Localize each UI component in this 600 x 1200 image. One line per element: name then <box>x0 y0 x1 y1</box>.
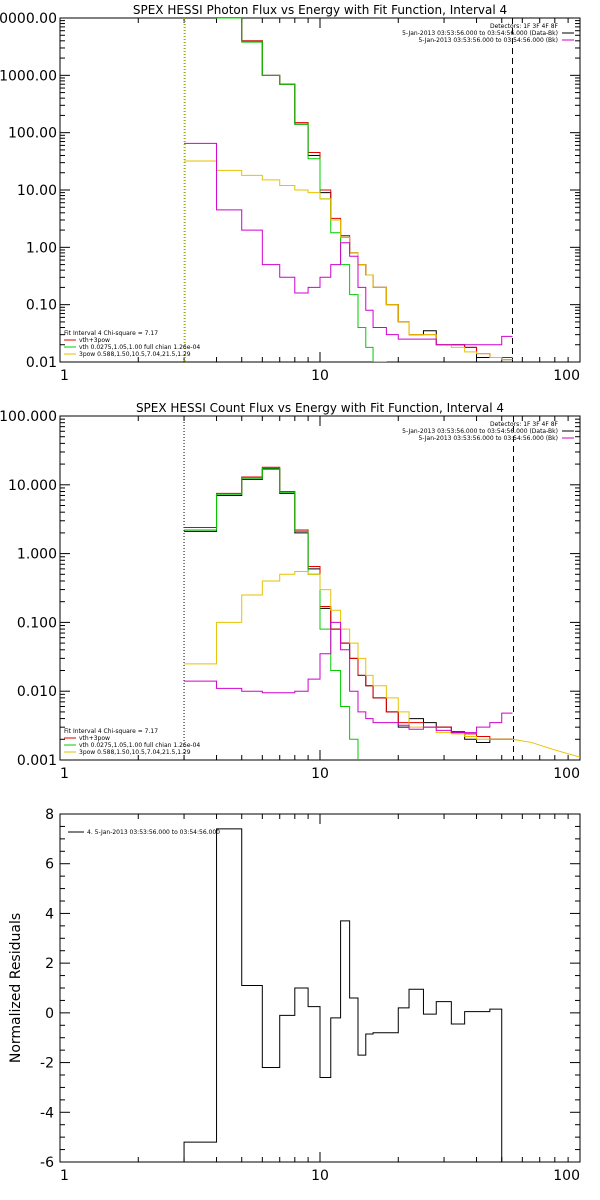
y-tick-label: -4 <box>40 1105 54 1121</box>
x-tick-label: 10 <box>311 1168 329 1184</box>
series-line-extension <box>512 738 580 758</box>
y-tick-label: 4 <box>45 906 54 922</box>
series-line <box>184 466 513 740</box>
series-line <box>183 828 503 1162</box>
y-tick-label: 0.010 <box>17 684 57 700</box>
y-tick-label: -6 <box>40 1155 54 1171</box>
legend-text: vth+3pow <box>79 735 110 742</box>
series-line <box>184 621 513 734</box>
y-tick-label: 100.00 <box>8 126 57 142</box>
x-tick-label: 1 <box>60 766 69 782</box>
residuals-panel: 1 10 100 -6 -4 -2 0 2 4 6 8 Normalized Residuals 4. … <box>8 807 581 1184</box>
chart-title: SPEX HESSI Photon Flux vs Energy with Fi… <box>133 3 507 17</box>
series-line <box>216 18 513 358</box>
legend-text: vth 0.0275,1.05,1.00 full chian 1.26e-04 <box>79 742 200 749</box>
series-line <box>184 160 513 361</box>
x-tick-label: 100 <box>553 368 580 384</box>
legend-text: 3pow 0.588,1.50,10.5,7.04,21.5,1.29 <box>79 351 191 358</box>
y-tick-label: 100.000 <box>0 409 57 425</box>
y-tick-label: 10.00 <box>17 183 57 199</box>
legend-text: vth+3pow <box>79 337 110 344</box>
y-tick-label: 2 <box>45 956 54 972</box>
y-tick-label: 10000.00 <box>0 11 57 27</box>
legend-text: 5-Jan-2013 03:53:56.000 to 03:54:56.000 … <box>402 428 558 435</box>
y-tick-label: 1.000 <box>17 547 57 563</box>
chart-title: SPEX HESSI Count Flux vs Energy with Fit… <box>136 401 504 415</box>
x-tick-label: 10 <box>311 766 329 782</box>
y-tick-label: 0.10 <box>26 298 57 314</box>
y-tick-label: 10.000 <box>8 478 57 494</box>
series-line <box>184 467 359 760</box>
x-tick-label: 10 <box>311 368 329 384</box>
series-line <box>216 18 513 361</box>
y-tick-label: 0 <box>45 1006 54 1022</box>
x-tick-label: 1 <box>60 1168 69 1184</box>
y-tick-label: 0.100 <box>17 615 57 631</box>
legend-text: Fit Interval 4 Chi-square = 7.17 <box>64 330 158 337</box>
series-line <box>216 18 387 362</box>
legend-text: Detectors: 1F 3F 4F 8F <box>490 421 559 428</box>
series-line <box>184 570 513 740</box>
x-tick-label: 100 <box>553 1168 580 1184</box>
legend-text: 3pow 0.588,1.50,10.5,7.04,21.5,1.29 <box>79 749 191 756</box>
x-tick-label: 1 <box>60 368 69 384</box>
legend-text: Detectors: 1F 3F 4F 8F <box>490 23 559 30</box>
y-tick-label: 1000.00 <box>0 68 57 84</box>
legend-text: Fit Interval 4 Chi-square = 7.17 <box>64 728 158 735</box>
y-axis-label: Normalized Residuals <box>8 913 24 1063</box>
y-tick-label: 8 <box>45 807 54 823</box>
legend-text: 5-Jan-2013 03:53:56.000 to 03:54:56.000 … <box>402 30 558 37</box>
legend-text: 5-Jan-2013 03:53:56.000 to 03:54:56.000 … <box>418 37 558 44</box>
count-flux-panel: SPEX HESSI Count Flux vs Energy with Fit… <box>0 401 581 782</box>
y-tick-label: 0.001 <box>17 753 57 769</box>
x-tick-label: 100 <box>553 766 580 782</box>
series-line <box>184 468 513 743</box>
series-line <box>184 142 513 346</box>
y-tick-label: 0.01 <box>26 355 57 371</box>
y-tick-label: 1.00 <box>26 240 57 256</box>
legend-text: 4. 5-Jan-2013 03:53:56.000 to 03:54:56.0… <box>87 829 220 836</box>
photon-flux-panel: SPEX HESSI Photon Flux vs Energy with Fi… <box>0 3 581 384</box>
legend-text: vth 0.0275,1.05,1.00 full chian 1.26e-04 <box>79 344 200 351</box>
y-tick-label: 6 <box>45 857 54 873</box>
legend-text: 5-Jan-2013 03:53:56.000 to 03:54:56.000 … <box>418 435 558 442</box>
y-tick-label: -2 <box>40 1056 54 1072</box>
